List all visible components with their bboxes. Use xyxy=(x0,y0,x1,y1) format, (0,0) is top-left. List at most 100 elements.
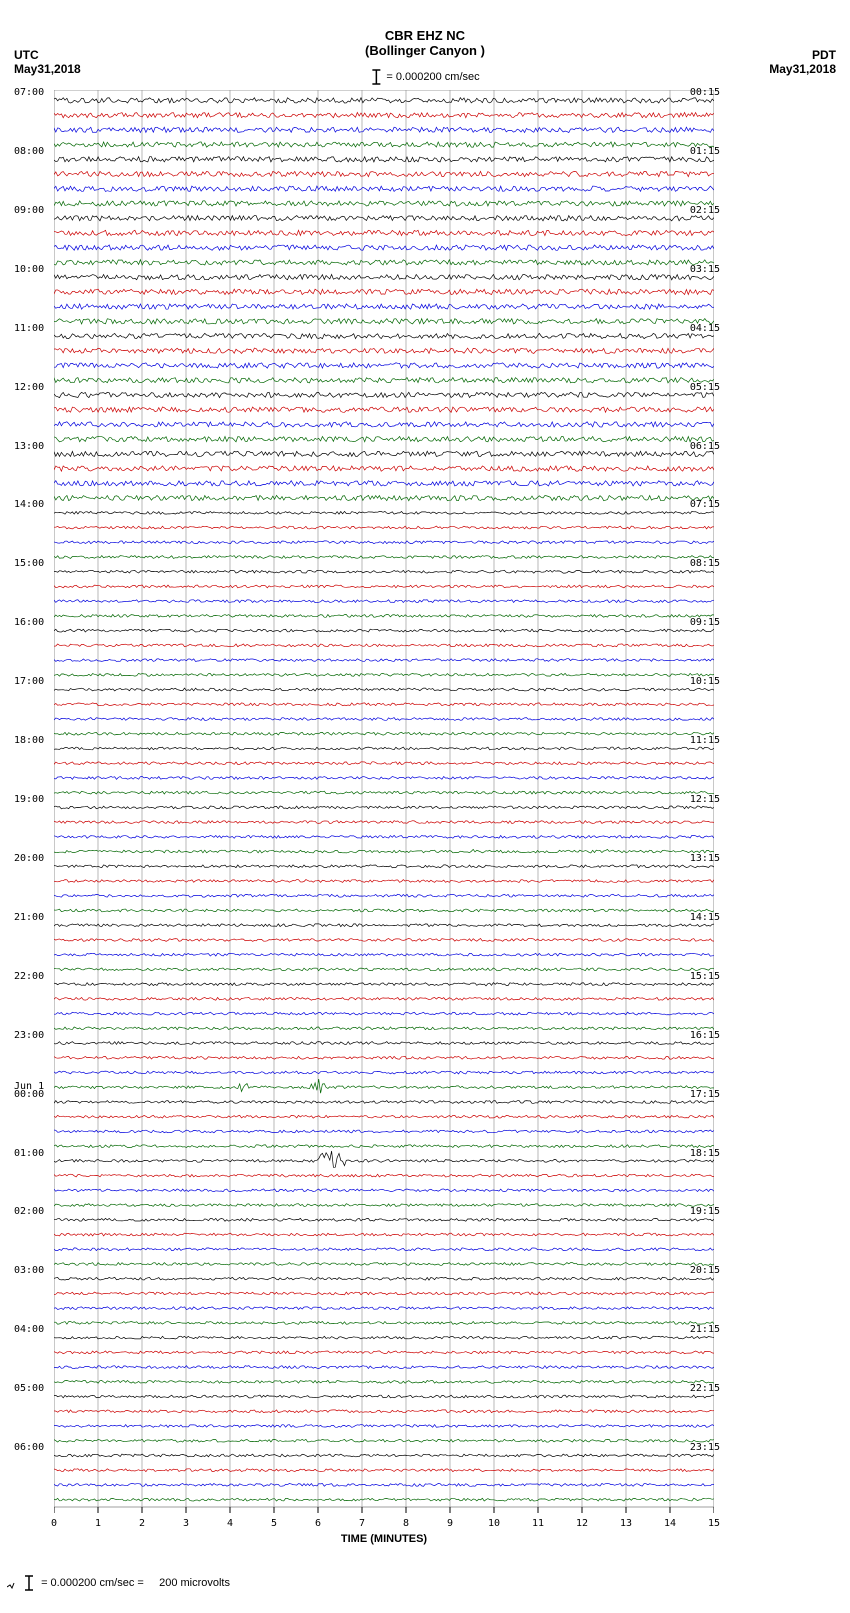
xaxis-label: TIME (MINUTES) xyxy=(54,1533,714,1545)
seismogram-trace xyxy=(54,348,714,353)
seismogram-trace xyxy=(54,1079,714,1093)
seismogram-trace xyxy=(54,600,714,603)
seismogram-trace xyxy=(54,806,714,809)
time-label: 20:15 xyxy=(690,1265,720,1276)
seismogram-trace xyxy=(54,659,714,662)
time-label: 08:00 xyxy=(14,146,44,157)
time-label: 20:00 xyxy=(14,853,44,864)
footer-bar-icon xyxy=(23,1575,35,1591)
seismogram-trace xyxy=(54,541,714,544)
time-label: 03:00 xyxy=(14,1265,44,1276)
time-label: 00:00 xyxy=(14,1089,44,1100)
time-label: 02:00 xyxy=(14,1206,44,1217)
seismogram-trace xyxy=(54,171,714,176)
seismogram-trace xyxy=(54,1498,714,1501)
time-label: 06:15 xyxy=(690,441,720,452)
footer-prefix: = 0.000200 cm/sec = xyxy=(41,1577,144,1589)
time-label: 12:00 xyxy=(14,382,44,393)
seismogram-trace xyxy=(54,1189,714,1192)
seismogram-trace xyxy=(54,556,714,559)
seismogram-trace xyxy=(54,275,714,280)
seismogram-trace xyxy=(54,1351,714,1354)
time-label: 12:15 xyxy=(690,794,720,805)
time-label: 21:15 xyxy=(690,1324,720,1335)
xtick-label: 1 xyxy=(95,1518,101,1529)
seismogram-trace xyxy=(54,1101,714,1104)
seismogram-trace xyxy=(54,392,714,397)
seismogram-trace xyxy=(54,1145,714,1148)
time-label: 21:00 xyxy=(14,912,44,923)
seismogram-trace xyxy=(54,1395,714,1398)
seismogram-trace xyxy=(54,1469,714,1472)
seismogram-trace xyxy=(54,673,714,676)
seismogram-trace xyxy=(54,142,714,147)
xtick-label: 6 xyxy=(315,1518,321,1529)
helicorder-plot xyxy=(54,90,714,1520)
seismogram-trace xyxy=(54,1439,714,1442)
seismogram-trace xyxy=(54,1174,714,1177)
time-label: 16:00 xyxy=(14,617,44,628)
xtick-label: 3 xyxy=(183,1518,189,1529)
seismogram-trace xyxy=(54,1218,714,1221)
seismogram-trace xyxy=(54,216,714,221)
time-label: 19:00 xyxy=(14,794,44,805)
scale-value: = 0.000200 cm/sec xyxy=(386,71,479,83)
seismogram-trace xyxy=(54,1307,714,1310)
tz-left-date: May31,2018 xyxy=(14,62,81,76)
seismogram-trace xyxy=(54,437,714,442)
seismogram-trace xyxy=(54,481,714,486)
seismogram-trace xyxy=(54,1425,714,1428)
seismogram-trace xyxy=(54,762,714,765)
seismogram-trace xyxy=(54,939,714,942)
seismogram-trace xyxy=(54,615,714,618)
seismogram-trace xyxy=(54,570,714,573)
time-label: 02:15 xyxy=(690,205,720,216)
seismogram-trace xyxy=(54,1248,714,1251)
time-label: 15:15 xyxy=(690,971,720,982)
time-label: 07:15 xyxy=(690,499,720,510)
time-label: 13:15 xyxy=(690,853,720,864)
seismogram-trace xyxy=(54,1277,714,1280)
station-location: (Bollinger Canyon ) xyxy=(0,43,850,58)
time-label: 13:00 xyxy=(14,441,44,452)
seismogram-trace xyxy=(54,363,714,368)
seismogram-trace xyxy=(54,1380,714,1383)
seismogram-trace xyxy=(54,1071,714,1074)
seismogram-trace xyxy=(54,909,714,912)
seismogram-trace xyxy=(54,732,714,735)
seismogram-trace xyxy=(54,1042,714,1045)
time-label: 23:00 xyxy=(14,1030,44,1041)
time-label: 04:15 xyxy=(690,323,720,334)
seismogram-trace xyxy=(54,526,714,529)
xtick-label: 11 xyxy=(532,1518,544,1529)
seismogram-trace xyxy=(54,1410,714,1413)
xtick-label: 12 xyxy=(576,1518,588,1529)
seismogram-trace xyxy=(54,511,714,514)
seismogram-trace xyxy=(54,1366,714,1369)
seismogram-trace xyxy=(54,747,714,750)
xtick-label: 0 xyxy=(51,1518,57,1529)
xtick-label: 2 xyxy=(139,1518,145,1529)
xtick-label: 9 xyxy=(447,1518,453,1529)
seismogram-trace xyxy=(54,495,714,500)
time-label: 18:15 xyxy=(690,1148,720,1159)
time-label: 16:15 xyxy=(690,1030,720,1041)
time-label: 06:00 xyxy=(14,1442,44,1453)
xtick-label: 15 xyxy=(708,1518,720,1529)
seismogram-trace xyxy=(54,849,714,853)
seismogram-trace xyxy=(54,703,714,706)
seismogram-trace xyxy=(54,186,714,191)
header-block: CBR EHZ NC (Bollinger Canyon ) xyxy=(0,0,850,58)
seismogram-trace xyxy=(54,629,714,632)
seismogram-trace xyxy=(54,953,714,956)
seismogram-trace xyxy=(54,968,714,971)
seismogram-trace xyxy=(54,422,714,427)
time-label: 03:15 xyxy=(690,264,720,275)
time-label: 10:00 xyxy=(14,264,44,275)
seismogram-trace xyxy=(54,157,714,162)
tz-left: UTC May31,2018 xyxy=(14,48,81,76)
seismogram-trace xyxy=(54,319,714,324)
time-label: 18:00 xyxy=(14,735,44,746)
xtick-label: 4 xyxy=(227,1518,233,1529)
seismogram-trace xyxy=(54,230,714,235)
